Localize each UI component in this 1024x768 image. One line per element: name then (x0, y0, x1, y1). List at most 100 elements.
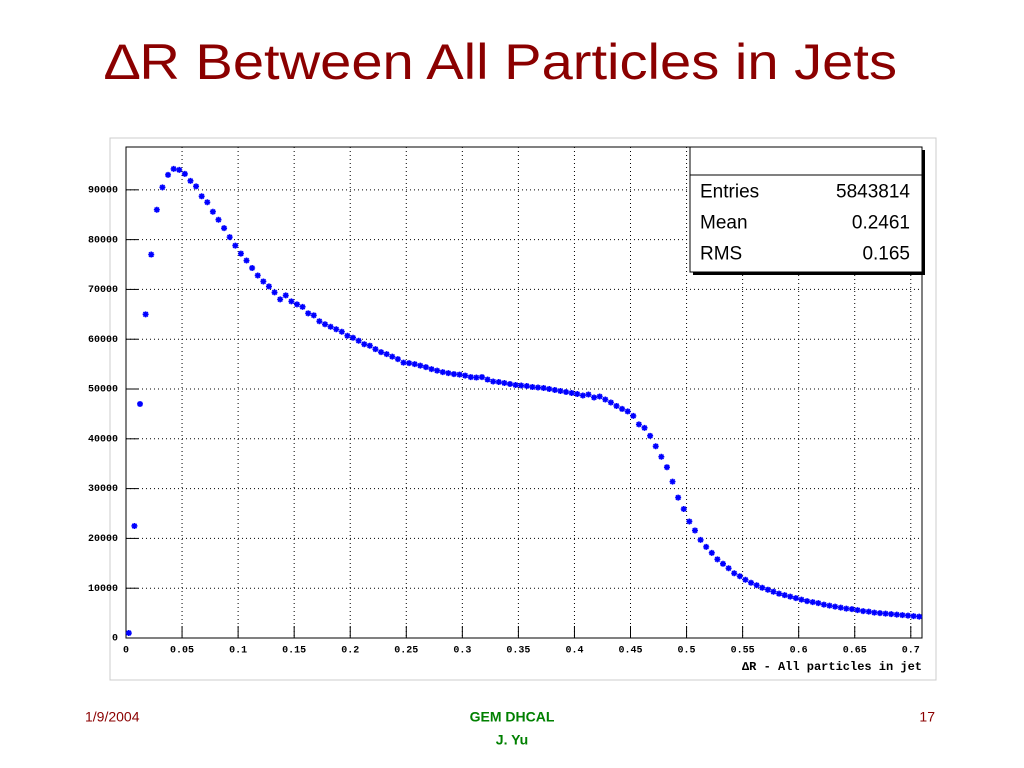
x-tick-label: 0.4 (565, 646, 583, 657)
data-point (848, 606, 855, 613)
data-point (137, 400, 144, 407)
data-point (647, 432, 654, 439)
x-tick-label: 0.35 (506, 646, 530, 657)
data-point (832, 603, 839, 610)
data-point (406, 360, 413, 367)
footer-author: J. Yu (496, 732, 528, 748)
data-point (277, 296, 284, 303)
data-point (591, 394, 598, 401)
data-point (742, 576, 749, 583)
x-tick-label: 0.05 (170, 646, 194, 657)
data-point (613, 402, 620, 409)
data-point (557, 388, 564, 395)
data-point (714, 556, 721, 563)
data-point (792, 595, 799, 602)
data-point (865, 608, 872, 615)
stats-value: 0.2461 (852, 213, 910, 234)
stats-value: 0.165 (862, 244, 910, 265)
data-point (697, 536, 704, 543)
data-point (843, 605, 850, 612)
data-point (551, 387, 558, 394)
y-tick-label: 0 (112, 634, 118, 645)
data-point (221, 225, 228, 232)
data-point (355, 337, 362, 344)
data-point (876, 610, 883, 617)
data-point (882, 610, 889, 617)
data-point (731, 570, 738, 577)
slide-title: ∆R Between All Particles in Jets (105, 34, 897, 90)
y-tick-label: 90000 (88, 185, 118, 196)
data-point (854, 607, 861, 614)
data-point (596, 393, 603, 400)
data-point (916, 613, 923, 620)
data-point (260, 278, 267, 285)
data-point (523, 383, 530, 390)
data-point (574, 390, 581, 397)
data-point (663, 464, 670, 471)
data-point (322, 321, 328, 328)
data-point (546, 386, 553, 393)
data-point (804, 598, 811, 605)
data-point (759, 584, 766, 591)
data-point (265, 283, 272, 290)
data-point (893, 611, 900, 618)
data-point (641, 424, 648, 431)
data-point (899, 612, 906, 619)
data-point (658, 453, 665, 460)
data-point (361, 341, 368, 348)
data-point (602, 396, 609, 403)
data-point (686, 518, 693, 525)
data-point (619, 405, 626, 412)
data-point (383, 351, 390, 358)
x-tick-label: 0.15 (282, 646, 306, 657)
data-point (630, 412, 637, 419)
x-tick-label: 0.1 (229, 646, 247, 657)
footer-page: 17 (919, 709, 935, 725)
data-point (422, 364, 429, 371)
data-point (366, 342, 373, 349)
data-point (271, 289, 278, 296)
data-point (153, 206, 160, 213)
y-tick-label: 60000 (88, 335, 118, 346)
data-point (837, 604, 844, 611)
data-point (473, 374, 480, 381)
data-point (467, 374, 474, 381)
data-point (904, 612, 911, 619)
data-point (310, 312, 317, 319)
data-point (720, 560, 726, 567)
data-point (333, 326, 340, 333)
data-point (490, 378, 497, 385)
data-point (142, 311, 149, 318)
data-point (305, 310, 312, 317)
data-point (293, 301, 300, 308)
data-point (540, 385, 547, 392)
data-point (254, 272, 261, 279)
data-point (635, 421, 642, 428)
stats-name: Mean (700, 213, 748, 234)
data-point (176, 166, 183, 173)
data-point (411, 361, 418, 368)
x-tick-label: 0.5 (678, 646, 696, 657)
y-tick-label: 10000 (88, 584, 118, 595)
y-tick-label: 20000 (88, 534, 118, 545)
data-point (725, 565, 732, 572)
data-point (187, 177, 194, 184)
x-tick-label: 0.2 (341, 646, 359, 657)
data-point (669, 478, 676, 485)
data-point (243, 257, 250, 264)
data-point (327, 323, 334, 330)
data-point (512, 382, 519, 389)
data-point (215, 216, 222, 223)
data-point (579, 392, 586, 399)
data-point (776, 590, 783, 597)
data-point (798, 596, 805, 603)
data-point (226, 234, 233, 241)
data-point (170, 165, 177, 172)
stats-value: 5843814 (836, 182, 910, 203)
footer-project: GEM DHCAL (470, 709, 555, 725)
plot: 0 10000 20000 30000 40000 50000 60000 70000 8000… (88, 146, 925, 657)
data-point (888, 611, 895, 618)
data-point (316, 318, 323, 325)
